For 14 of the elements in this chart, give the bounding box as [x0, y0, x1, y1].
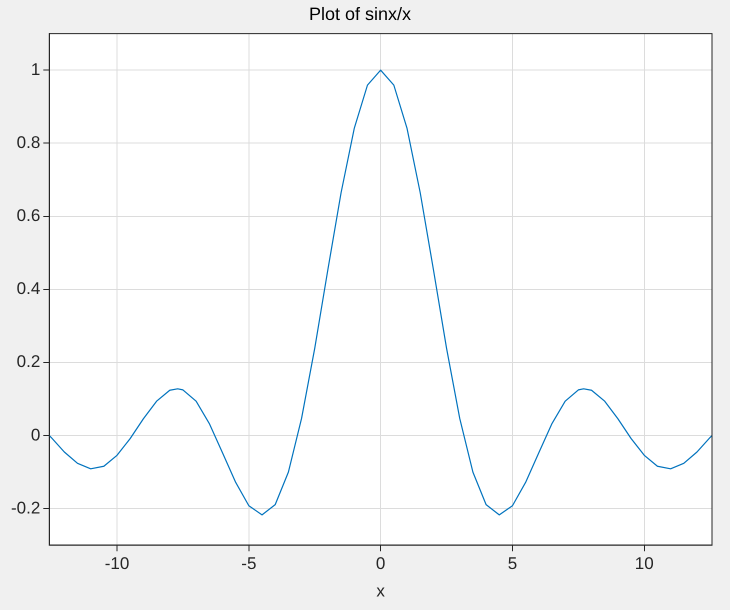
y-tick-label: 0.8	[16, 132, 40, 152]
x-tick-label: 0	[376, 554, 386, 574]
x-axis-title: x	[376, 581, 386, 600]
y-tick-label: 0.2	[16, 352, 40, 372]
x-tick-label: -10	[104, 554, 130, 574]
x-tick-label: 5	[508, 554, 518, 574]
y-tick-label: 1	[30, 60, 40, 79]
x-tick-label: 10	[634, 554, 654, 574]
y-tick-label: 0.6	[16, 206, 40, 225]
chart-title: Plot of sinx/x	[308, 4, 412, 24]
y-tick-label: 0.4	[16, 279, 40, 298]
y-tick-label: 0	[30, 425, 40, 444]
x-tick-label: -5	[241, 554, 256, 574]
y-tick-label: -0.2	[10, 498, 40, 518]
